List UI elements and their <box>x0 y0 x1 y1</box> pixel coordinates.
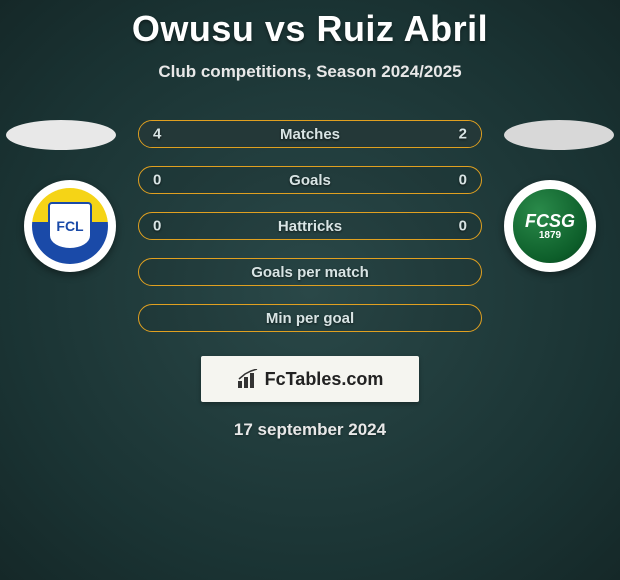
stat-label: Matches <box>280 126 340 143</box>
brand-text: FcTables.com <box>265 369 384 390</box>
stat-row: 4 2 Matches <box>138 120 482 148</box>
stat-row: Goals per match <box>138 258 482 286</box>
page-title: Owusu vs Ruiz Abril <box>0 0 620 50</box>
stat-value-left: 0 <box>153 218 161 235</box>
stat-value-left: 4 <box>153 126 161 143</box>
stat-label: Hattricks <box>278 218 342 235</box>
fcsg-badge: FCSG 1879 <box>510 186 590 266</box>
fcsg-text: FCSG <box>525 212 575 230</box>
stat-bars: 4 2 Matches 0 0 Goals 0 0 Hattricks Goals per mat… <box>138 120 482 350</box>
stat-row: 0 0 Hattricks <box>138 212 482 240</box>
fcsg-year: 1879 <box>539 230 561 241</box>
comparison-chart: FCL FCSG 1879 4 2 Matches 0 0 Goals 0 0 Hattrick… <box>0 120 620 350</box>
stat-value-right: 0 <box>459 172 467 189</box>
date-text: 17 september 2024 <box>0 420 620 440</box>
stat-label: Min per goal <box>266 310 354 327</box>
stat-value-right: 2 <box>459 126 467 143</box>
stat-label: Goals per match <box>251 264 369 281</box>
player-shadow-right <box>504 120 614 150</box>
team-logo-left: FCL <box>24 180 116 272</box>
stat-row: Min per goal <box>138 304 482 332</box>
page-subtitle: Club competitions, Season 2024/2025 <box>0 62 620 82</box>
stat-label: Goals <box>289 172 331 189</box>
fcl-badge: FCL <box>32 188 108 264</box>
chart-icon <box>237 369 259 389</box>
stat-value-right: 0 <box>459 218 467 235</box>
team-logo-right: FCSG 1879 <box>504 180 596 272</box>
stat-row: 0 0 Goals <box>138 166 482 194</box>
fcl-shield: FCL <box>48 202 92 250</box>
brand-badge: FcTables.com <box>201 356 419 402</box>
stat-value-left: 0 <box>153 172 161 189</box>
player-shadow-left <box>6 120 116 150</box>
